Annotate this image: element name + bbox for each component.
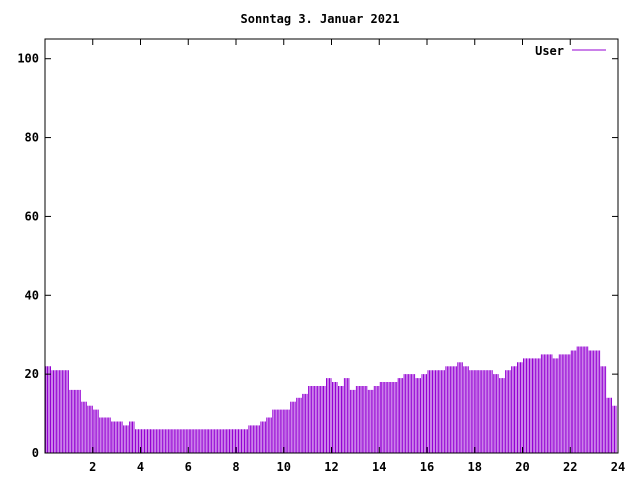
x-tick-label-14: 14: [372, 460, 386, 474]
y-axis: 0 20 40 60 80 100: [17, 52, 618, 460]
x-tick-label-4: 4: [137, 460, 144, 474]
x-tick-label-8: 8: [232, 460, 239, 474]
x-tick-label-12: 12: [324, 460, 338, 474]
series-user-bars: [45, 346, 617, 453]
y-tick-label-100: 100: [17, 52, 39, 66]
x-axis: 2 4 6 8 10 12 14 16 18 20 22 24: [89, 39, 625, 474]
y-tick-label-80: 80: [25, 131, 39, 145]
legend-label-user: User: [535, 44, 564, 58]
y-tick-label-0: 0: [32, 446, 39, 460]
x-tick-label-6: 6: [185, 460, 192, 474]
x-tick-label-16: 16: [420, 460, 434, 474]
x-tick-label-24: 24: [611, 460, 625, 474]
y-tick-label-60: 60: [25, 209, 39, 223]
chart-title: Sonntag 3. Januar 2021: [240, 12, 400, 26]
y-tick-label-40: 40: [25, 288, 39, 302]
x-tick-label-10: 10: [277, 460, 291, 474]
x-tick-label-18: 18: [468, 460, 482, 474]
x-tick-label-20: 20: [515, 460, 529, 474]
legend: User: [535, 44, 606, 58]
x-tick-label-2: 2: [89, 460, 96, 474]
x-tick-label-22: 22: [563, 460, 577, 474]
y-tick-label-20: 20: [25, 367, 39, 381]
